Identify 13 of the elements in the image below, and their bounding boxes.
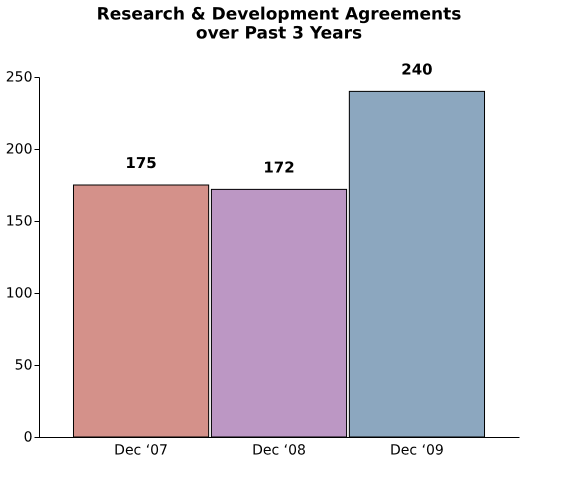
y-tick-label: 250 bbox=[6, 70, 32, 86]
data-label: 172 bbox=[263, 158, 295, 176]
data-label: 175 bbox=[125, 154, 157, 172]
x-tick-label: Dec ‘07 bbox=[114, 442, 168, 458]
y-tick-label: 0 bbox=[24, 430, 32, 446]
y-tick-label: 200 bbox=[6, 142, 32, 158]
y-tick-label: 50 bbox=[14, 358, 32, 374]
y-tick-label: 100 bbox=[6, 286, 32, 302]
data-label: 240 bbox=[401, 60, 433, 78]
chart-title: Research & Development Agreements over Past 3 Years bbox=[96, 4, 462, 44]
y-tick-label: 150 bbox=[6, 214, 32, 230]
x-tick-label: Dec ‘09 bbox=[390, 442, 444, 458]
x-tick-label: Dec ‘08 bbox=[252, 442, 306, 458]
